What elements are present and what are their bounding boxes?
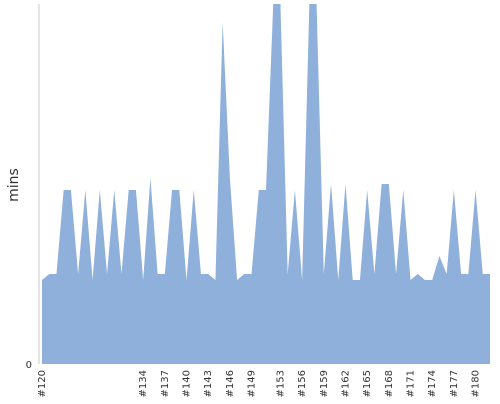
x-tick-label: #156 — [297, 370, 308, 397]
x-tick-label: #159 — [319, 370, 330, 397]
y-axis-ticks: 0 — [26, 360, 32, 371]
y-axis-title: mins — [6, 168, 22, 202]
x-tick-label: #177 — [449, 370, 460, 397]
x-tick-label: #146 — [225, 370, 236, 397]
x-tick-label: #165 — [362, 370, 373, 397]
x-tick-label: #162 — [340, 370, 351, 397]
x-tick-label: #120 — [37, 370, 48, 397]
y-tick-label: 0 — [26, 360, 32, 371]
x-tick-label: #171 — [406, 370, 417, 397]
x-tick-label: #143 — [203, 370, 214, 397]
series-area — [42, 4, 490, 364]
x-tick-label: #149 — [247, 370, 258, 397]
plot-area — [42, 4, 490, 364]
x-tick-label: #153 — [275, 370, 286, 397]
x-tick-label: #137 — [160, 370, 171, 397]
x-tick-label: #134 — [138, 370, 149, 397]
x-tick-label: #140 — [182, 370, 193, 397]
x-tick-label: #168 — [384, 370, 395, 397]
x-tick-label: #174 — [427, 370, 438, 397]
x-axis-ticks: #120 #134 #137 #140 #143 #146 #149 #153 #156 #159… — [37, 370, 500, 397]
x-tick-label: #180 — [471, 370, 482, 397]
